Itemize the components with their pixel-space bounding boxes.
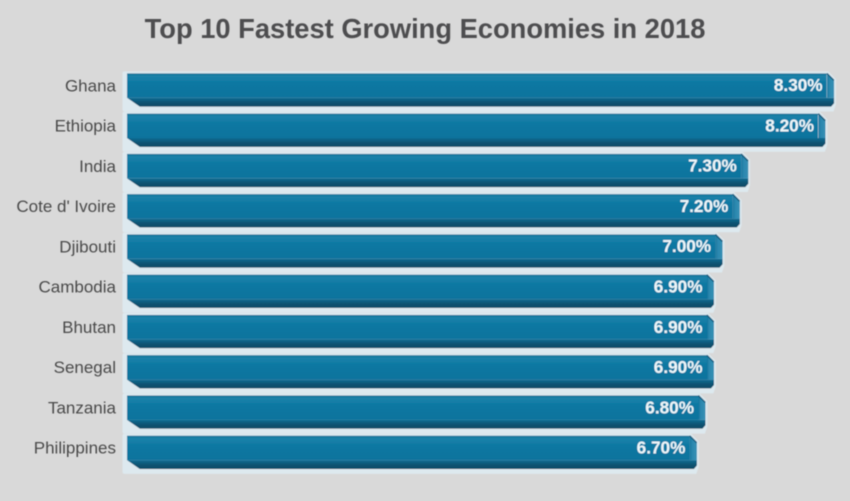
svg-text:Senegal: Senegal (54, 358, 116, 377)
svg-text:6.90%: 6.90% (654, 357, 703, 377)
svg-text:8.20%: 8.20% (765, 115, 814, 135)
svg-text:6.90%: 6.90% (654, 277, 703, 297)
svg-text:Top 10 Fastest Growing Economi: Top 10 Fastest Growing Economies in 2018 (145, 13, 706, 44)
svg-text:Djibouti: Djibouti (59, 237, 116, 256)
svg-text:7.30%: 7.30% (688, 156, 737, 176)
svg-text:Bhutan: Bhutan (62, 318, 116, 337)
svg-text:6.90%: 6.90% (654, 317, 703, 337)
svg-text:Tanzania: Tanzania (48, 398, 117, 417)
svg-text:Cote d' Ivoire: Cote d' Ivoire (16, 197, 116, 216)
svg-text:6.70%: 6.70% (637, 438, 686, 458)
svg-text:8.30%: 8.30% (774, 75, 823, 95)
svg-text:Philippines: Philippines (34, 439, 116, 458)
svg-text:Ethiopia: Ethiopia (55, 117, 117, 136)
svg-text:6.80%: 6.80% (645, 397, 694, 417)
svg-text:7.00%: 7.00% (662, 236, 711, 256)
svg-text:7.20%: 7.20% (680, 196, 729, 216)
svg-text:Cambodia: Cambodia (39, 278, 117, 297)
svg-text:Ghana: Ghana (65, 76, 117, 95)
svg-text:India: India (79, 157, 116, 176)
